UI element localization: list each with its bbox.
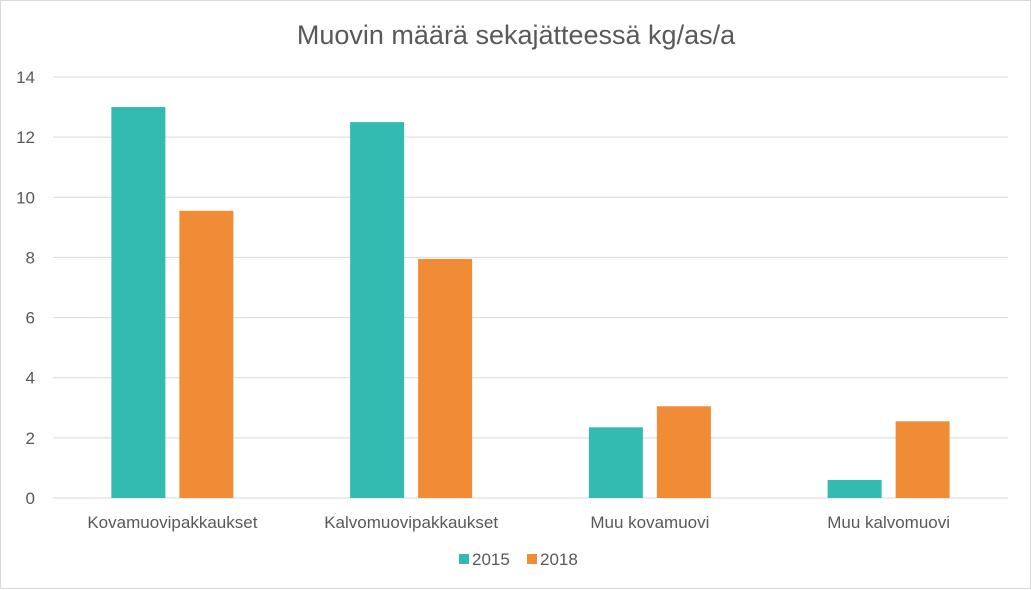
- bar-2015-0: [111, 107, 166, 499]
- legend-swatch-2018: [527, 554, 537, 564]
- y-axis-ticks: 0 2 4 6 8 10 12 14: [16, 68, 35, 508]
- chart-title: Muovin määrä sekajätteessä kg/as/a: [297, 20, 736, 50]
- y-tick-label: 8: [26, 248, 35, 267]
- bar-2018-1: [418, 258, 473, 498]
- bar-2015-3: [827, 479, 882, 498]
- legend: 2015 2018: [459, 550, 578, 569]
- bar-2018-3: [895, 421, 950, 498]
- y-tick-label: 10: [16, 188, 35, 207]
- x-tick-label: Muu kovamuovi: [590, 513, 709, 532]
- y-tick-label: 12: [16, 128, 35, 147]
- x-tick-label: Kovamuovipakkaukset: [87, 513, 257, 532]
- bar-2015-2: [588, 427, 643, 498]
- y-tick-label: 14: [16, 68, 35, 87]
- legend-label-2015: 2015: [472, 550, 510, 569]
- y-tick-label: 6: [26, 309, 35, 328]
- x-axis-ticks: Kovamuovipakkaukset Kalvomuovipakkaukset M…: [87, 513, 950, 532]
- y-tick-label: 0: [26, 489, 35, 508]
- legend-swatch-2015: [459, 554, 469, 564]
- bar-2015-1: [350, 122, 405, 498]
- bars: [111, 107, 950, 499]
- bar-2018-0: [179, 210, 234, 498]
- legend-label-2018: 2018: [540, 550, 578, 569]
- y-tick-label: 2: [26, 429, 35, 448]
- y-tick-label: 4: [26, 369, 35, 388]
- bar-2018-2: [656, 406, 711, 498]
- x-tick-label: Kalvomuovipakkaukset: [324, 513, 498, 532]
- x-tick-label: Muu kalvomuovi: [827, 513, 950, 532]
